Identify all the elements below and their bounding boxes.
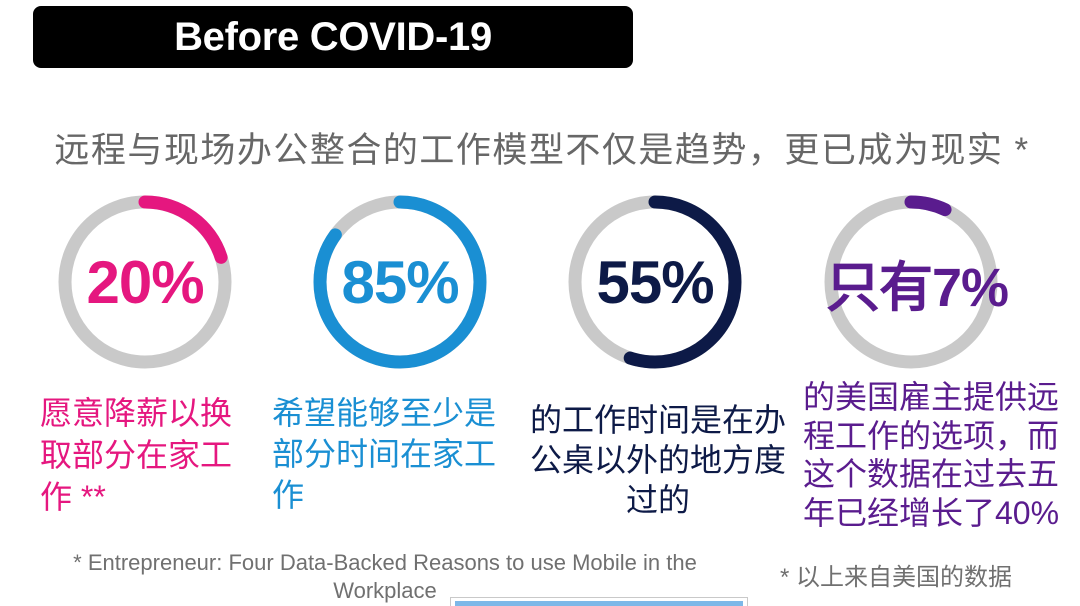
- stat-caption: 的工作时间是在办 公桌以外的地方度 过的: [525, 400, 791, 520]
- source-line: Workplace: [333, 578, 437, 603]
- caption-line: 作 **: [40, 479, 106, 515]
- caption-line: 程工作的选项，而: [803, 417, 1060, 454]
- caption-line: 的工作时间是在办: [529, 402, 786, 438]
- thumbnail-bar: [455, 601, 743, 606]
- stat-caption: 的美国雇主提供远 程工作的选项，而 这个数据在过去五 年已经增长了40%: [803, 378, 1067, 532]
- cropped-chart-thumbnail: [450, 597, 748, 606]
- percent-label: 85%: [341, 248, 459, 316]
- caption-line: 取部分在家工: [40, 437, 233, 473]
- source-line: * Entrepreneur: Four Data-Backed Reasons…: [73, 550, 697, 575]
- percent-label: 55%: [596, 248, 714, 316]
- donut-ring: [568, 195, 742, 369]
- caption-line: 过的: [625, 482, 690, 518]
- donut-ring: [313, 195, 487, 369]
- percent-label: 20%: [86, 248, 204, 316]
- caption-line: 作: [272, 477, 305, 513]
- ring-arc: [824, 195, 998, 369]
- percent-label: 只有7%: [825, 257, 1009, 318]
- title-banner: Before COVID-19: [33, 6, 633, 68]
- ring-arc: [313, 195, 487, 369]
- caption-line: 公桌以外的地方度: [529, 442, 786, 478]
- stat-caption: 愿意降薪以换 取部分在家工 作 **: [40, 392, 240, 518]
- slide-title: Before COVID-19: [174, 15, 492, 59]
- caption-line: 的美国雇主提供远: [803, 379, 1060, 415]
- caption-line: 希望能够至少是: [272, 395, 497, 431]
- caption-line: 这个数据在过去五: [803, 456, 1060, 492]
- source-footnote: * Entrepreneur: Four Data-Backed Reasons…: [40, 549, 730, 605]
- caption-line: 愿意降薪以换: [40, 395, 233, 431]
- stat-caption: 希望能够至少是 部分时间在家工 作: [272, 393, 504, 516]
- donut-ring: [824, 195, 998, 369]
- donut-ring: [58, 195, 232, 369]
- slide-subtitle: 远程与现场办公整合的工作模型不仅是趋势，更已成为现实 *: [54, 131, 1030, 170]
- ring-arc: [58, 195, 232, 369]
- caption-line: 年已经增长了40%: [803, 494, 1060, 531]
- region-footnote: * 以上来自美国的数据: [780, 564, 1013, 591]
- ring-arc: [568, 195, 742, 369]
- caption-line: 部分时间在家工: [272, 436, 497, 472]
